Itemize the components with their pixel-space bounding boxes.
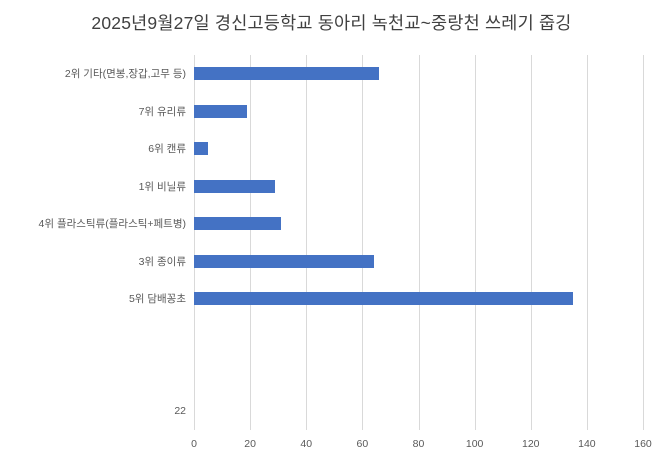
x-tick-label: 40 [300,438,313,450]
gridline [306,55,308,430]
category-label [0,318,186,356]
bar-row [194,355,643,393]
category-axis: 2위 기타(면봉,장갑,고무 등) 7위 유리류 6위 캔류 1위 비닐류 4위 플라스… [0,55,186,430]
category-label: 22 [174,405,186,418]
category-label: 7위 유리류 [138,105,186,118]
bar-row [194,318,643,356]
x-tick-label: 0 [191,438,197,450]
value-axis: 0 20 40 60 80 100 120 140 160 [191,436,652,454]
bar-row [194,243,643,281]
bar-row [194,280,643,318]
bar-row [194,93,643,131]
bar [194,142,209,156]
x-tick-label: 140 [578,438,596,450]
gridline [643,55,644,430]
x-tick-label: 120 [521,438,540,450]
bar [194,217,281,231]
category-label: 5위 담배꽁초 [128,293,186,306]
chart-title: 2025년9월27일 경신고등학교 동아리 녹천교~중랑천 쓰레기 줍깅 [91,13,572,33]
bar-row [194,205,643,243]
bar-row [194,55,643,93]
category-label: 6위 캔류 [148,143,186,156]
gridline [362,55,364,430]
bar-row [194,168,643,206]
gridline [530,55,532,430]
gridline [418,55,420,430]
gridline [250,55,252,430]
bar [194,67,380,81]
bar-row [194,130,643,168]
x-tick-label: 20 [244,438,256,450]
category-label: 1위 비닐류 [138,180,186,193]
gridline [474,55,476,430]
category-label [0,355,186,393]
bar [194,104,248,118]
gridline [194,55,195,430]
category-label: 3위 종이류 [138,255,186,268]
category-label: 2위 기타(면봉,장갑,고무 등) [64,68,186,81]
x-tick-label: 100 [465,438,484,450]
x-tick-label: 160 [634,438,652,450]
bar-row [194,393,643,431]
category-label: 4위 플라스틱류(플라스틱+페트병) [38,218,186,231]
gridline [586,55,588,430]
x-tick-label: 80 [412,438,425,450]
x-tick-label: 60 [356,438,369,450]
bar [194,292,573,306]
plot-area [194,55,644,431]
bar [194,179,276,193]
bar [194,254,374,268]
